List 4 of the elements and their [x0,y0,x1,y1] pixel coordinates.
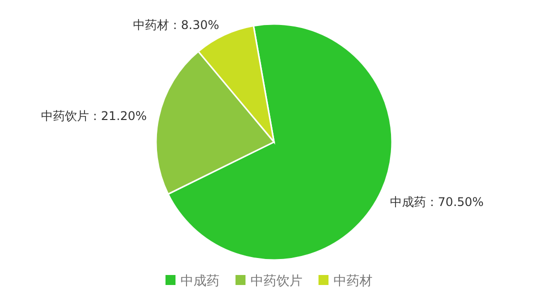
legend-label: 中药材 [334,274,372,289]
legend-label: 中成药 [180,274,220,289]
labels: 中药材：8.30% 中药饮片：21.20% 中成药：70.50% [41,18,484,209]
legend-label: 中药饮片 [250,274,302,289]
